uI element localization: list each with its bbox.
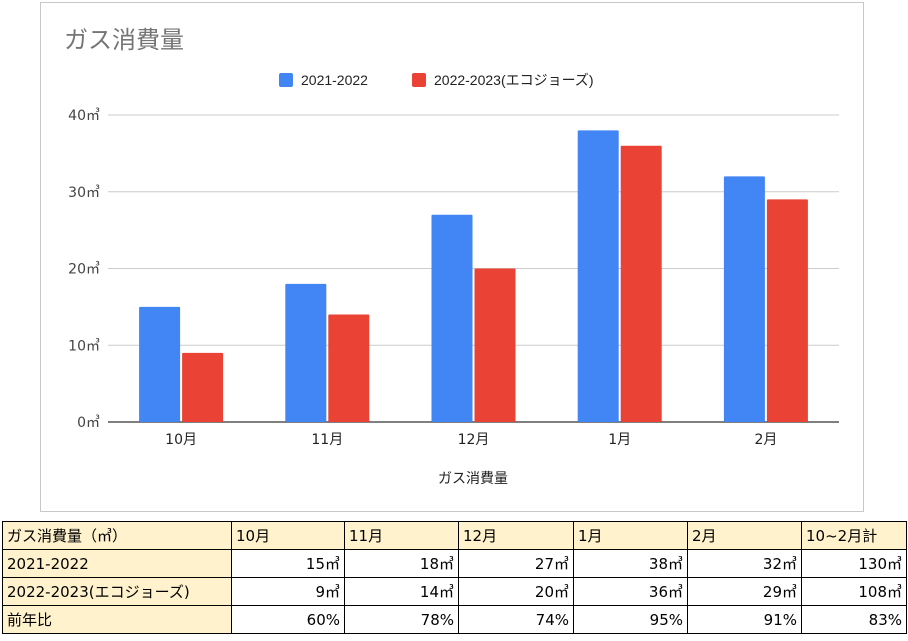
x-tick-label: 10月 [165,432,197,448]
bar-2021-2022 [723,176,765,422]
table-cell: 36㎥ [573,577,688,606]
chart-title: ガス消費量 [64,26,184,54]
gas-consumption-table: ガス消費量（㎥） 10月 11月 12月 1月 2月 10~2月計 2021-2… [2,521,907,634]
table-cell: 60% [231,605,345,634]
table-cell: 29㎥ [687,577,802,606]
table-row: 2022-2023(エコジョーズ) 9㎥ 14㎥ 20㎥ 36㎥ 29㎥ 108… [2,577,907,606]
table-cell: 78% [344,605,459,634]
bar-2021-2022 [577,130,619,422]
legend-label-2022-2023: 2022-2023(エコジョーズ) [434,72,594,88]
x-tick-label: 1月 [608,432,631,448]
table-header-cell: 1月 [573,521,688,550]
table-header-cell: 12月 [458,521,574,550]
x-axis-title: ガス消費量 [438,471,508,487]
bar-2022-2023 [620,145,662,422]
y-tick-label: 30㎥ [68,185,100,201]
legend: 2021-2022 2022-2023(エコジョーズ) [279,72,594,88]
bar-2021-2022 [139,306,181,422]
table-cell: 38㎥ [573,549,688,578]
bar-2021-2022 [431,214,473,422]
table-cell: 18㎥ [344,549,459,578]
table-cell: 9㎥ [231,577,345,606]
y-tick-label: 10㎥ [68,338,100,354]
bar-2022-2023 [766,199,808,422]
table-row: 2021-2022 15㎥ 18㎥ 27㎥ 38㎥ 32㎥ 130㎥ [2,549,907,578]
bar-2022-2023 [182,352,224,422]
table-header-cell: ガス消費量（㎥） [2,521,232,550]
chart-container: ガス消費量 2021-2022 2022-2023(エコジョーズ) 0㎥ 10㎥ 2… [40,2,864,512]
row-label: 2021-2022 [2,549,232,578]
table-row: 前年比 60% 78% 74% 95% 91% 83% [2,605,907,634]
table-header-cell: 11月 [344,521,459,550]
table-cell: 15㎥ [231,549,345,578]
table-cell: 74% [458,605,574,634]
table-header-cell: 2月 [687,521,802,550]
table-header-cell: 10月 [231,521,345,550]
row-label: 2022-2023(エコジョーズ) [2,577,232,606]
legend-swatch-2022-2023 [412,73,426,87]
table-cell: 83% [801,605,907,634]
table-cell: 108㎥ [801,577,907,606]
y-tick-label: 40㎥ [68,108,100,124]
table-cell: 130㎥ [801,549,907,578]
table-cell: 20㎥ [458,577,574,606]
table-cell: 91% [687,605,802,634]
x-tick-label: 12月 [458,432,490,448]
bar-2022-2023 [328,314,370,422]
table-cell: 32㎥ [687,549,802,578]
bar-2021-2022 [285,283,327,422]
legend-swatch-2021-2022 [279,73,293,87]
y-tick-label: 0㎥ [77,415,100,431]
x-tick-label: 2月 [754,432,777,448]
table-header-row: ガス消費量（㎥） 10月 11月 12月 1月 2月 10~2月計 [2,521,907,550]
bar-2022-2023 [474,268,516,422]
table-header-cell: 10~2月計 [801,521,907,550]
legend-label-2021-2022: 2021-2022 [301,72,368,88]
table-cell: 14㎥ [344,577,459,606]
bar-chart: ガス消費量 2021-2022 2022-2023(エコジョーズ) 0㎥ 10㎥ 2… [64,26,839,487]
table-cell: 27㎥ [458,549,574,578]
table-cell: 95% [573,605,688,634]
y-tick-label: 20㎥ [68,262,100,278]
x-tick-label: 11月 [311,432,343,448]
row-label: 前年比 [2,605,232,634]
